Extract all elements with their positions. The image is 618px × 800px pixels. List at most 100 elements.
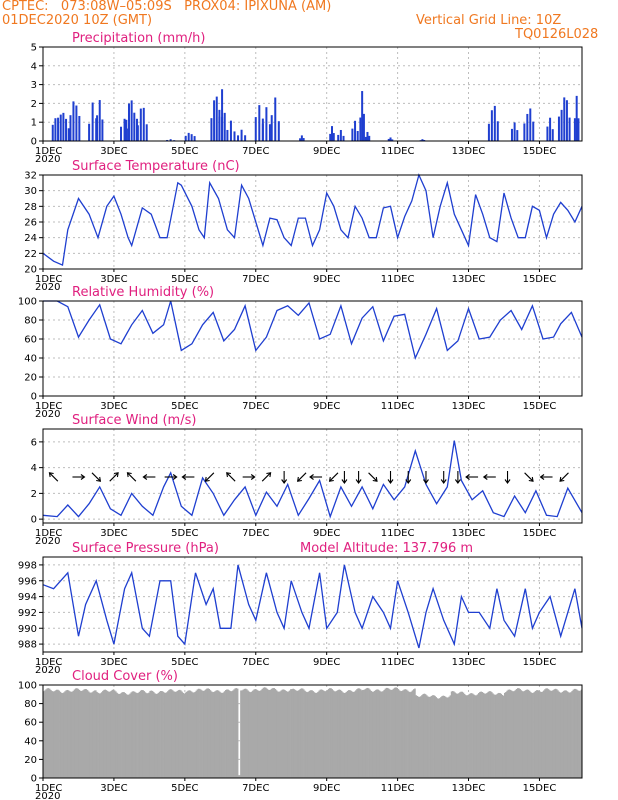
cloud-bar (321, 689, 324, 778)
wind-arrow (387, 471, 394, 484)
cloud-bar (479, 691, 481, 778)
cloud-bar (416, 695, 419, 778)
cloud-bar (350, 690, 352, 778)
cloud-bar (460, 691, 462, 778)
cloud-bar (299, 689, 302, 778)
x-tick-label: 7DEC (242, 657, 269, 668)
precip-bar (302, 138, 305, 141)
precip-bar (184, 135, 187, 141)
precip-bar (98, 100, 101, 141)
cloud-bar (573, 688, 576, 778)
cloud-bar (295, 690, 298, 778)
cloud-bar (92, 691, 95, 778)
cloud-bar (325, 691, 328, 778)
cloud-bar (194, 691, 196, 778)
x-year-label: 2020 (35, 665, 60, 676)
cloud-bar (79, 690, 82, 778)
cloud-bar (280, 690, 283, 778)
y-tick-label: 1 (31, 118, 37, 129)
precip-bar (72, 101, 75, 141)
cloud-bar (451, 691, 454, 778)
cloud-bar (286, 691, 289, 778)
cloud-bar (151, 690, 154, 778)
cloud-bar (405, 689, 408, 778)
cloud-bar (44, 690, 46, 778)
cloud-bar (442, 695, 445, 778)
cloud-bar (82, 690, 84, 778)
cloud-bar (83, 689, 85, 778)
header-line1: CPTEC: 073:08W–05:09S PROX04: IPIXUNA (A… (2, 0, 332, 14)
cloud-bar (412, 689, 415, 778)
cloud-bar (332, 690, 335, 778)
cloud-bar (561, 691, 564, 778)
y-tick-label: 80 (24, 699, 37, 710)
x-tick-label: 5DEC (171, 528, 198, 539)
cloud-bar (319, 689, 322, 778)
precip-bar (96, 115, 99, 141)
cloud-bar (244, 688, 247, 778)
precip-bar (240, 129, 243, 141)
cloud-bar (178, 689, 181, 778)
cloud-bar (480, 691, 482, 778)
cloud-bar (568, 692, 571, 778)
cloud-bar (275, 690, 278, 778)
cloud-bar (259, 690, 261, 778)
cloud-bar (507, 689, 510, 778)
x-tick-label: 3DEC (100, 401, 127, 412)
precip-bar (223, 112, 226, 141)
x-tick-label: 5DEC (171, 274, 198, 285)
cloud-bar (454, 692, 456, 778)
cloud-bar (378, 690, 381, 778)
wind-arrow (126, 472, 137, 482)
cloud-bar (572, 689, 575, 778)
cloud-bar (533, 692, 536, 778)
cloud-bar (427, 696, 429, 778)
cloud-bar (537, 690, 539, 778)
wind-arrow-head (465, 474, 470, 480)
x-tick-label: 11DEC (381, 274, 415, 285)
wind-arrow (181, 474, 195, 480)
precip-bar (254, 117, 257, 141)
cloud-bar (334, 691, 337, 778)
cloud-bar (308, 690, 311, 778)
cloud-bar (527, 689, 530, 778)
cloud-bar (376, 689, 378, 778)
panel-title: Relative Humidity (%) (72, 285, 214, 300)
cloud-bar (69, 691, 71, 778)
y-tick-label: 22 (24, 249, 37, 260)
panel-3 (39, 300, 583, 399)
cloud-bar (200, 689, 202, 778)
x-tick-label: 5DEC (171, 783, 198, 794)
wind-arrow-head (48, 472, 54, 478)
precip-bar (568, 117, 571, 141)
cloud-bar (80, 690, 83, 778)
precip-bar (510, 128, 513, 141)
precip-bar (526, 113, 529, 141)
cloud-bar (208, 688, 211, 778)
cloud-bar (532, 692, 534, 778)
series-line (42, 564, 583, 649)
cloud-bar (150, 690, 153, 778)
x-tick-label: 15DEC (523, 657, 557, 668)
cloud-bar (260, 690, 262, 778)
precip-bar (190, 134, 193, 141)
x-tick-label: 13DEC (452, 274, 486, 285)
precip-bar (300, 135, 303, 141)
precip-bar (57, 117, 60, 141)
cloud-bar (565, 690, 568, 778)
cloud-bar (570, 692, 572, 778)
cloud-bar (86, 690, 89, 778)
cloud-bar (207, 688, 209, 778)
cloud-bar (113, 690, 116, 778)
cloud-bar (576, 689, 578, 778)
cloud-bar (290, 689, 292, 778)
x-tick-label: 13DEC (452, 401, 486, 412)
cloud-bar (204, 689, 207, 778)
cloud-bar (48, 688, 51, 778)
cloud-bar (285, 690, 287, 778)
cloud-bar (505, 692, 507, 778)
x-tick-label: 15DEC (523, 274, 557, 285)
cloud-bar (466, 695, 468, 778)
precip-bar (210, 118, 213, 141)
precip-bar (62, 112, 65, 141)
